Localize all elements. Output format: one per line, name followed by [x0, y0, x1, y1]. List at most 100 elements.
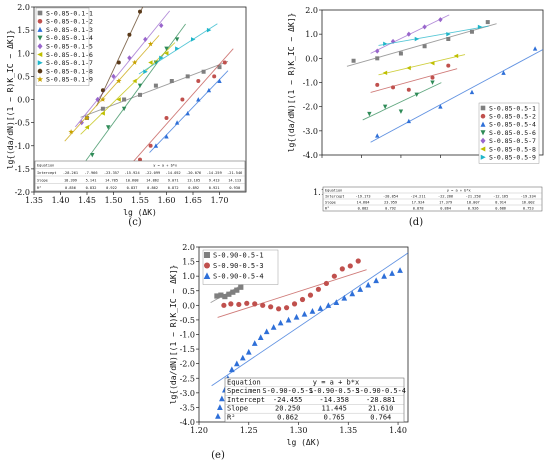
data-point: [276, 306, 282, 312]
data-point: [375, 48, 380, 54]
table-cell: -28.881: [366, 396, 396, 404]
legend-marker: [480, 121, 486, 127]
fit-line: [370, 48, 543, 143]
table-cell: -14.052: [166, 171, 181, 175]
data-point: [430, 75, 435, 80]
data-point: [307, 292, 314, 298]
y-tick-label: -2.5: [180, 374, 195, 383]
table-cell: Specimen: [227, 387, 261, 395]
table-cell: -15.924: [124, 171, 139, 175]
fit-line: [378, 25, 489, 46]
y-tick-label: 0.0: [182, 301, 195, 310]
table-cell: -28.261: [63, 171, 78, 175]
data-point: [389, 270, 395, 276]
data-point: [174, 120, 180, 125]
table-cell: -12.165: [493, 194, 508, 198]
data-point: [217, 65, 222, 70]
y-tick-label: -1.0: [180, 331, 195, 340]
data-point: [215, 413, 221, 419]
data-point: [230, 289, 236, 295]
legend-marker: [37, 43, 43, 50]
fit-line: [85, 23, 186, 161]
data-point: [365, 281, 372, 288]
plot-area: [64, 7, 234, 162]
table-cell: 18.007: [467, 200, 480, 204]
table-cell: 14.113: [228, 178, 241, 182]
y-tick-label: -3.5: [180, 403, 195, 412]
fit-line: [64, 35, 160, 142]
y-tick-label: 0.5: [17, 72, 30, 81]
data-point: [333, 299, 340, 306]
data-point: [84, 125, 89, 130]
y-tick-label: 1.0: [17, 49, 30, 58]
y-tick-label: -4.0: [303, 151, 318, 160]
table-cell: -19.173: [355, 194, 370, 198]
legend-label: S-0.85-0.1-2: [46, 18, 93, 26]
data-point: [164, 46, 169, 52]
series-s-0-85-0-5-8: [378, 53, 466, 76]
series-s-0-85-0-1-5: [74, 10, 171, 128]
legend-marker: [37, 68, 43, 74]
y-tick-label: 2.0: [182, 243, 195, 252]
x-tick-label: 1.45: [78, 196, 96, 205]
table-cell: 0.856: [65, 186, 76, 190]
table-cell: 0.864: [440, 206, 451, 210]
table-cell: 14.684: [357, 200, 370, 204]
data-point: [398, 109, 404, 114]
legend-box: [35, 7, 90, 86]
data-point: [406, 65, 411, 71]
legend-label: S-0.85-0.1-1: [46, 9, 93, 17]
x-tick-label: 1.55: [131, 196, 149, 205]
table-cell: 17.924: [412, 200, 425, 204]
data-point: [153, 83, 158, 88]
y-tick-label: -1.5: [180, 345, 195, 354]
table-cell: S-0.90-0.5-4: [355, 387, 406, 395]
series-s-0-85-0-5-1: [346, 20, 497, 67]
data-point: [212, 74, 217, 79]
y-tick-label: 1.5: [17, 26, 30, 35]
data-point: [375, 133, 380, 138]
data-point: [84, 115, 90, 121]
table-cell: 0.930: [229, 186, 240, 190]
data-point: [201, 69, 206, 74]
legend-label: S-0.85-0.1-6: [46, 51, 93, 59]
legend-label: S-0.90-0.5-4: [213, 272, 264, 280]
data-point: [347, 263, 353, 269]
data-point: [236, 301, 242, 308]
table-cell: -28.854: [383, 194, 398, 198]
table-cell: Slope: [227, 405, 248, 413]
data-point: [382, 104, 388, 110]
legend-label: S-0.85-0.5-6: [489, 129, 536, 137]
legend-marker: [480, 130, 486, 136]
x-tick-label: 1.20: [190, 426, 208, 435]
table-box: [224, 377, 405, 423]
table-cell: 0.892: [188, 186, 199, 190]
table-cell: Slope: [37, 178, 48, 182]
data-point: [111, 73, 116, 79]
data-point: [138, 92, 142, 97]
table-cell: 11.445: [322, 405, 347, 413]
data-point: [406, 118, 412, 124]
y-tick-label: 1.0: [305, 30, 318, 39]
y-tick-label: -2.0: [303, 103, 318, 112]
table-cell: 0.753: [523, 206, 534, 210]
table-cell: 0.832: [86, 186, 97, 190]
series-s-0-85-0-1-4: [85, 23, 186, 161]
data-point: [315, 286, 322, 292]
data-point: [217, 404, 223, 411]
table-cell: R²: [37, 186, 41, 190]
table-cell: Intercept: [325, 194, 344, 198]
table-cell: 17.379: [439, 200, 452, 204]
legend-label: S-0.85-0.1-9: [46, 76, 93, 84]
y-tick-label: 1.0: [182, 272, 195, 281]
data-point: [406, 31, 412, 37]
fit-line: [362, 82, 442, 121]
y-tick-label: -1.5: [15, 165, 30, 174]
data-point: [251, 340, 258, 346]
panel-e: 1.20 1.25 1.30 1.35 1.40 2.0 1.5 1.0 0.5 0.0 -0.5 -…: [169, 243, 409, 461]
legend-label: S-0.85-0.1-5: [46, 43, 93, 51]
legend-label: S-0.85-0.1-7: [46, 59, 93, 67]
data-point: [477, 24, 483, 30]
data-point: [164, 116, 169, 120]
